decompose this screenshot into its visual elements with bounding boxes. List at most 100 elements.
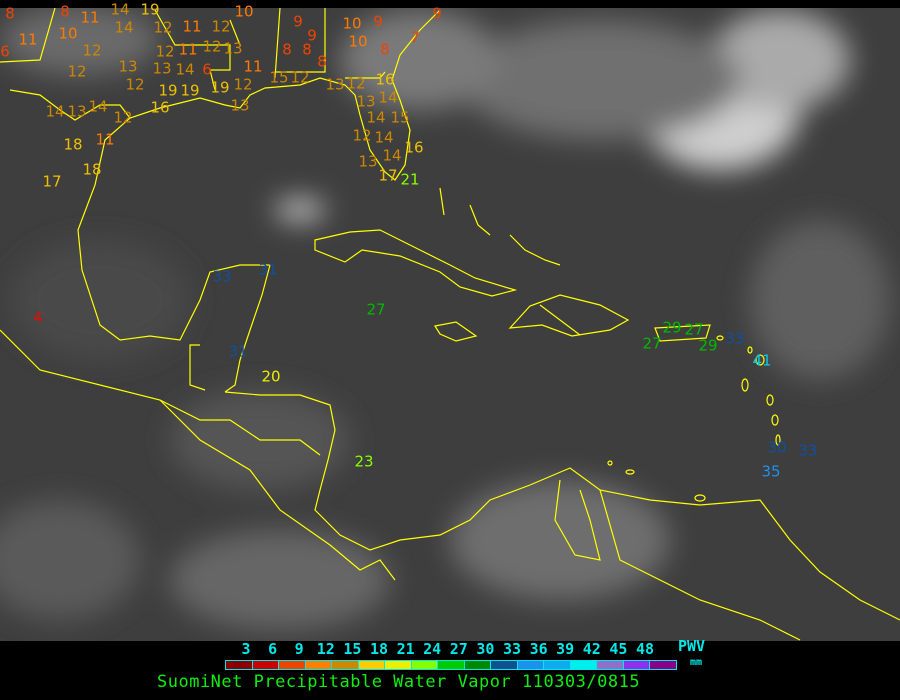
station-pwv-label: 16 <box>375 70 395 89</box>
legend-tick-label: 18 <box>369 640 389 658</box>
station-pwv-label: 14 <box>45 102 65 121</box>
legend-tick-label: 9 <box>294 640 304 658</box>
legend-tick-label: 48 <box>635 640 655 658</box>
hispaniola <box>508 294 630 337</box>
mexico-border <box>9 89 131 121</box>
station-pwv-label: 8 <box>317 52 327 71</box>
station-pwv-label: 11 <box>18 30 38 49</box>
legend-color-swatch <box>385 661 412 669</box>
legend-color-swatch <box>332 661 359 669</box>
station-pwv-label: 14 <box>378 88 398 107</box>
station-pwv-label: 8 <box>5 4 15 23</box>
station-pwv-label: 8 <box>60 2 70 21</box>
hispaniola-coast <box>539 304 581 336</box>
cloud-cover <box>0 8 890 630</box>
station-pwv-label: 12 <box>153 18 173 37</box>
legend-color-swatch <box>570 661 597 669</box>
station-pwv-label: 11 <box>95 130 115 149</box>
station-pwv-label: 33 <box>725 329 745 348</box>
legend-tick-label: 24 <box>423 640 442 658</box>
legend-color-swatch <box>464 661 491 669</box>
station-pwv-label: 8 <box>282 40 292 59</box>
jamaica <box>434 321 478 342</box>
legend-color-swatch <box>597 661 624 669</box>
legend-tick-label: 12 <box>316 640 335 658</box>
legend-tick-label: 39 <box>556 640 575 658</box>
station-pwv-label: 16 <box>150 98 170 117</box>
station-pwv-label: 27 <box>366 300 386 319</box>
station-pwv-label: 19 <box>210 78 230 97</box>
cuba <box>314 229 518 297</box>
station-pwv-label: 13 <box>230 96 250 115</box>
station-pwv-label: 31 <box>258 260 278 279</box>
station-pwv-label: 14 <box>366 108 386 127</box>
legend-tick-label: 42 <box>582 640 601 658</box>
station-pwv-label: 30 <box>767 438 787 457</box>
station-pwv-label: 35 <box>761 462 781 481</box>
legend-color-swatch <box>226 661 253 669</box>
legend-color-swatch <box>438 661 465 669</box>
station-pwv-label: 17 <box>42 172 62 191</box>
station-pwv-label: 8 <box>380 40 390 59</box>
central-america-caribbean-coast <box>224 391 900 621</box>
legend-tick-label: 27 <box>449 640 468 658</box>
station-pwv-label: 13 <box>356 92 376 111</box>
legend-color-swatch <box>252 661 279 669</box>
station-pwv-label: 8 <box>302 40 312 59</box>
station-pwv-label: 12 <box>202 37 222 56</box>
legend-tick-label: 36 <box>529 640 548 658</box>
station-pwv-label: 14 <box>88 97 108 116</box>
gulf-coast <box>77 9 441 341</box>
station-pwv-label: 33 <box>798 441 818 460</box>
station-pwv-label: 14 <box>175 60 195 79</box>
station-pwv-label: 31 <box>228 342 248 361</box>
legend-color-swatch <box>279 661 306 669</box>
station-pwv-label: 12 <box>113 108 133 127</box>
station-pwv-label: 11 <box>178 40 198 59</box>
station-pwv-label: 12 <box>290 68 310 87</box>
legend-color-swatch <box>491 661 518 669</box>
station-pwv-label: 41 <box>752 351 772 370</box>
map-title: SuomiNet Precipitable Water Vapor 110303… <box>157 672 641 692</box>
station-pwv-label: 14 <box>374 128 394 147</box>
station-pwv-label: 29 <box>698 336 718 355</box>
legend-unit: mm <box>690 657 703 668</box>
station-pwv-label: 14 <box>382 146 402 165</box>
station-pwv-label: 16 <box>404 138 424 157</box>
legend-tick-label: 15 <box>343 640 362 658</box>
legend-color-swatch <box>623 661 650 669</box>
legend-color-swatch <box>517 661 544 669</box>
station-pwv-label: 13 <box>358 152 378 171</box>
central-america-borders <box>159 399 321 456</box>
legend-tick-label: 3 <box>241 640 251 658</box>
station-pwv-label: 12 <box>352 126 372 145</box>
station-pwv-label: 27 <box>684 320 704 339</box>
station-pwv-label: 12 <box>67 62 87 81</box>
us-state-border <box>0 8 56 63</box>
legend-color-swatch <box>650 661 676 669</box>
station-pwv-label: 27 <box>642 334 662 353</box>
station-pwv-label: 12 <box>346 74 366 93</box>
puerto-rico <box>654 324 711 342</box>
station-pwv-label: 11 <box>243 57 263 76</box>
us-state-border <box>229 19 241 46</box>
station-pwv-label: 19 <box>140 0 160 19</box>
legend-quantity: PWV <box>678 637 706 655</box>
station-pwv-label: 11 <box>80 8 100 27</box>
station-pwv-label: 10 <box>234 2 254 21</box>
station-pwv-label: 9 <box>307 26 317 45</box>
station-pwv-label: 20 <box>261 367 281 386</box>
station-pwv-label: 15 <box>390 108 410 127</box>
legend-tick-label: 33 <box>502 640 522 658</box>
station-pwv-label: 21 <box>400 170 420 189</box>
us-state-border <box>154 9 231 91</box>
station-pwv-label: 6 <box>202 60 212 79</box>
station-pwv-label: 4 <box>33 308 43 327</box>
station-pwv-label: 11 <box>182 17 202 36</box>
station-pwv-label: 12 <box>125 75 145 94</box>
station-pwv-label: 7 <box>410 28 420 47</box>
venezuela-border <box>599 489 801 641</box>
station-pwv-label: 14 <box>110 0 130 19</box>
legend-color-bar <box>225 660 677 670</box>
station-pwv-label: 13 <box>223 39 243 58</box>
